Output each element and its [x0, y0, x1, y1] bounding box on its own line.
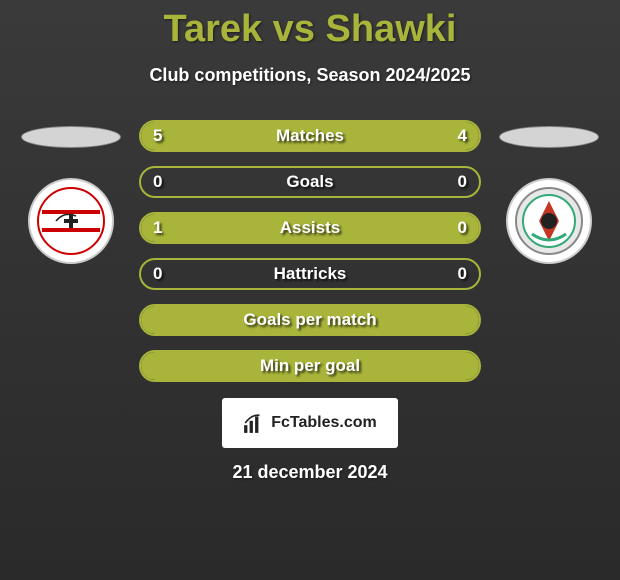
player-placeholder-left: [21, 126, 121, 148]
club-badge-right: [506, 178, 592, 264]
fctables-logo-icon: [243, 412, 265, 434]
stat-right-value: 4: [458, 126, 467, 146]
page-title: Tarek vs Shawki: [0, 0, 620, 51]
stat-left-value: 0: [153, 264, 162, 284]
tala-ea-like-icon: [514, 186, 584, 256]
stat-label: Hattricks: [274, 264, 347, 284]
stat-left-value: 5: [153, 126, 162, 146]
subtitle: Club competitions, Season 2024/2025: [0, 65, 620, 86]
comparison-card: Tarek vs Shawki Club competitions, Seaso…: [0, 0, 620, 580]
stat-label: Goals: [286, 172, 333, 192]
stat-bar-goals: 0 Goals 0: [139, 166, 481, 198]
stat-bar-hattricks: 0 Hattricks 0: [139, 258, 481, 290]
player-placeholder-right: [499, 126, 599, 148]
stat-left-value: 1: [153, 218, 162, 238]
left-column: [21, 126, 121, 264]
zamalek-like-icon: [36, 186, 106, 256]
stat-bar-assists: 1 Assists 0: [139, 212, 481, 244]
stat-right-value: 0: [458, 264, 467, 284]
stat-left-value: 0: [153, 172, 162, 192]
club-badge-left: [28, 178, 114, 264]
stat-label: Goals per match: [243, 310, 376, 330]
stat-label: Min per goal: [260, 356, 360, 376]
date-label: 21 december 2024: [0, 462, 620, 483]
stat-bar-goals-per-match: Goals per match: [139, 304, 481, 336]
footer-badge: FcTables.com: [222, 398, 398, 448]
stat-bars: 5 Matches 4 0 Goals 0 1 Assists 0 0 Hattricks 0 Goal…: [139, 120, 481, 382]
stat-right-value: 0: [458, 172, 467, 192]
footer-label: FcTables.com: [271, 414, 377, 432]
stats-area: 5 Matches 4 0 Goals 0 1 Assists 0 0 Hattricks 0 Goal…: [0, 120, 620, 382]
bar-fill-right: [327, 122, 479, 150]
stat-bar-matches: 5 Matches 4: [139, 120, 481, 152]
right-column: [499, 126, 599, 264]
stat-bar-min-per-goal: Min per goal: [139, 350, 481, 382]
stat-right-value: 0: [458, 218, 467, 238]
stat-label: Matches: [276, 126, 344, 146]
stat-label: Assists: [280, 218, 340, 238]
